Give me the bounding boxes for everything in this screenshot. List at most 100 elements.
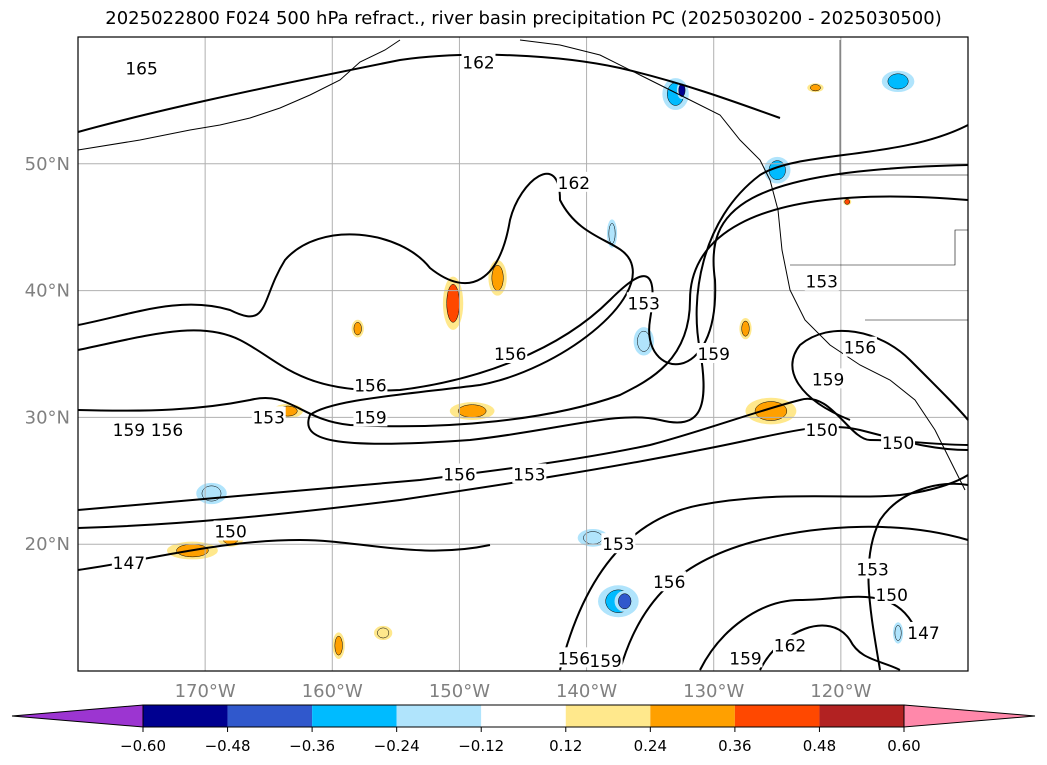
colorbar-segment bbox=[143, 705, 228, 727]
precip-cell bbox=[810, 84, 821, 92]
colorbar-tick-label: 0.24 bbox=[634, 737, 667, 755]
contour-label-bg bbox=[213, 520, 248, 541]
contour-label: 153 bbox=[628, 294, 660, 314]
contour-label: 150 bbox=[214, 523, 246, 543]
contour-label-bg bbox=[811, 368, 846, 389]
contour-label-bg bbox=[353, 374, 388, 395]
lon-tick-label: 170°W bbox=[175, 681, 236, 702]
contour-label: 162 bbox=[462, 53, 494, 73]
precip-cell bbox=[491, 264, 504, 291]
contour-label: 156 bbox=[443, 465, 475, 485]
contour-label-bg bbox=[111, 552, 146, 573]
lon-tick-label: 140°W bbox=[556, 681, 617, 702]
contour-label-bg bbox=[556, 171, 591, 192]
contour-label: 156 bbox=[151, 421, 183, 441]
contour-label: 153 bbox=[513, 465, 545, 485]
contour-label: 153 bbox=[806, 273, 838, 293]
contour-label: 156 bbox=[354, 377, 386, 397]
contour-label: 159 bbox=[697, 345, 729, 365]
colorbar-extend-max bbox=[903, 704, 1036, 728]
precip-cell bbox=[608, 223, 616, 244]
contour-label-bg bbox=[588, 649, 623, 670]
contour-label: 150 bbox=[806, 421, 838, 441]
contour-label-bg bbox=[652, 571, 687, 592]
contour-label-bg bbox=[874, 583, 909, 604]
precip-cell bbox=[353, 322, 362, 336]
colorbar-tick-label: −0.36 bbox=[289, 737, 335, 755]
contour-label: 153 bbox=[252, 408, 284, 428]
contour-label-bg bbox=[150, 419, 184, 440]
contour-label: 150 bbox=[882, 434, 914, 454]
contour-label-bg bbox=[804, 419, 839, 440]
colorbar-tick-label: −0.12 bbox=[458, 737, 504, 755]
lat-tick-label: 20°N bbox=[25, 534, 70, 555]
contour-label: 153 bbox=[856, 561, 888, 581]
lon-tick-label: 120°W bbox=[810, 681, 871, 702]
map-gridlines bbox=[78, 37, 968, 671]
precip-cell bbox=[457, 404, 487, 418]
colorbar-tick-label: 0.36 bbox=[718, 737, 751, 755]
contour-label: 159 bbox=[113, 421, 145, 441]
contour-label: 159 bbox=[589, 652, 621, 672]
colorbar-tick-label: −0.24 bbox=[374, 737, 420, 755]
contour-label: 159 bbox=[354, 408, 386, 428]
contour-label: 156 bbox=[494, 345, 526, 365]
contour-label-bg bbox=[251, 406, 286, 427]
coastlines bbox=[77, 39, 968, 491]
contour-label-bg bbox=[556, 647, 591, 668]
contour-label-bg bbox=[804, 270, 839, 291]
contour-label-bg bbox=[111, 419, 146, 440]
lat-tick-label: 30°N bbox=[25, 407, 70, 428]
contour-label-bg bbox=[855, 558, 890, 579]
colorbar-segment bbox=[481, 705, 566, 727]
lon-tick-label: 130°W bbox=[683, 681, 744, 702]
contour-label-bg bbox=[728, 647, 763, 668]
lat-tick-label: 40°N bbox=[25, 281, 70, 302]
precip-cell bbox=[844, 199, 851, 205]
colorbar-segment bbox=[312, 705, 397, 727]
contour-label-bg bbox=[461, 51, 496, 72]
contour-label: 156 bbox=[844, 339, 876, 359]
contour-label: 147 bbox=[113, 554, 145, 574]
map-axes: 170°W 160°W 150°W 140°W 130°W 120°W 20°N 30°N 40… bbox=[25, 154, 872, 702]
contour-label-bg bbox=[773, 634, 807, 655]
colorbar-segment bbox=[819, 705, 904, 727]
colorbar-tick-label: 0.48 bbox=[803, 737, 836, 755]
contour-label: 159 bbox=[729, 649, 761, 669]
contour-label-bg bbox=[353, 406, 388, 427]
contour-label-bg bbox=[696, 343, 731, 363]
contour-label: 162 bbox=[774, 637, 806, 657]
colorbar-extend-min bbox=[11, 704, 144, 728]
colorbar-tick-label: −0.60 bbox=[120, 737, 166, 755]
contour-label-bg bbox=[842, 336, 877, 357]
colorbar-segment bbox=[396, 705, 482, 727]
map-title: 2025022800 F024 500 hPa refract., river … bbox=[105, 8, 942, 29]
precip-cell bbox=[446, 284, 460, 323]
precip-cell bbox=[618, 593, 632, 610]
contour-label-bg bbox=[512, 463, 547, 484]
contour-label: 165 bbox=[125, 60, 157, 80]
colorbar-segment bbox=[734, 705, 820, 727]
contour-label-bg bbox=[601, 533, 636, 554]
contour-label-bg bbox=[881, 431, 916, 452]
lon-tick-label: 160°W bbox=[302, 681, 363, 702]
contour-label: 153 bbox=[602, 535, 634, 555]
precip-cell bbox=[741, 320, 750, 337]
precip-cell bbox=[887, 73, 909, 90]
contour-label: 159 bbox=[812, 370, 844, 390]
contour-label: 150 bbox=[875, 586, 907, 606]
contour-label-bg bbox=[442, 463, 477, 484]
colorbar: −0.60 −0.48 −0.36 −0.24 −0.12 0.12 0.24 0.36 0.4… bbox=[11, 704, 1036, 755]
colorbar-tick-label: −0.48 bbox=[205, 737, 251, 755]
colorbar-segment bbox=[227, 705, 313, 727]
colorbar-segment bbox=[650, 705, 735, 727]
contour-label: 162 bbox=[558, 174, 590, 194]
map-frame bbox=[77, 36, 969, 672]
contour-label-bg bbox=[626, 292, 661, 313]
colorbar-tick-label: 0.12 bbox=[549, 737, 582, 755]
contour-label-bg bbox=[493, 343, 528, 363]
colorbar-tick-label: 0.60 bbox=[887, 737, 920, 755]
contour-label-bg bbox=[906, 621, 941, 642]
